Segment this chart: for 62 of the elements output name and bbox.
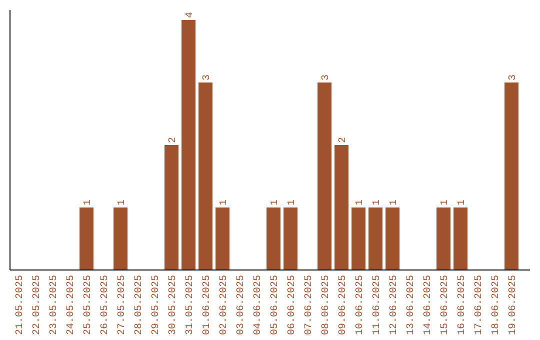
- data-label: 1: [287, 199, 298, 206]
- x-tick-label: 18.06.2025: [491, 275, 502, 336]
- data-label: 3: [321, 74, 332, 80]
- x-tick-label: 11.06.2025: [372, 275, 383, 336]
- data-label: 2: [338, 136, 349, 143]
- x-tick-label: 17.06.2025: [474, 275, 485, 336]
- bar: [352, 208, 366, 270]
- bar: [266, 208, 280, 270]
- bar: [334, 145, 348, 270]
- x-tick-label: 30.05.2025: [168, 275, 179, 336]
- data-label: 1: [117, 199, 128, 206]
- x-tick-label: 10.06.2025: [355, 275, 366, 336]
- x-tick-label: 14.06.2025: [423, 275, 434, 336]
- data-label: 1: [270, 199, 281, 206]
- data-label: 3: [202, 74, 213, 80]
- x-tick-label: 22.05.2025: [32, 275, 43, 336]
- data-label: 3: [508, 74, 519, 80]
- bar: [318, 82, 332, 270]
- x-tick-label: 01.06.2025: [202, 275, 213, 336]
- x-tick-label: 31.05.2025: [185, 275, 196, 336]
- bar: [386, 208, 400, 270]
- x-tick-label: 05.06.2025: [270, 275, 281, 336]
- data-label: 1: [355, 199, 366, 206]
- data-label: 1: [372, 199, 383, 206]
- x-tick-label: 19.06.2025: [508, 275, 519, 336]
- x-tick-label: 13.06.2025: [406, 275, 417, 336]
- bar: [182, 20, 196, 270]
- x-tick-label: 28.05.2025: [134, 275, 145, 336]
- bar: [454, 208, 468, 270]
- x-tick-label: 29.05.2025: [151, 275, 162, 336]
- x-tick-label: 24.05.2025: [66, 275, 77, 336]
- data-label: 1: [457, 199, 468, 206]
- x-tick-label: 03.06.2025: [236, 275, 247, 336]
- data-label: 2: [168, 136, 179, 143]
- data-label: 1: [440, 199, 451, 206]
- x-tick-label: 15.06.2025: [440, 275, 451, 336]
- x-tick-label: 25.05.2025: [83, 275, 94, 336]
- data-label: 1: [389, 199, 400, 206]
- x-tick-label: 21.05.2025: [15, 275, 26, 336]
- bar: [368, 208, 382, 270]
- data-label: 1: [83, 199, 94, 206]
- x-tick-label: 08.06.2025: [321, 275, 332, 336]
- bar: [216, 208, 230, 270]
- bar: [284, 208, 298, 270]
- bar: [80, 208, 94, 270]
- bar: [504, 82, 518, 270]
- bar: [436, 208, 450, 270]
- x-tick-label: 27.05.2025: [117, 275, 128, 336]
- x-tick-label: 23.05.2025: [49, 275, 60, 336]
- x-tick-label: 02.06.2025: [219, 275, 230, 336]
- x-tick-label: 09.06.2025: [338, 275, 349, 336]
- x-tick-label: 12.06.2025: [389, 275, 400, 336]
- x-tick-label: 26.05.2025: [100, 275, 111, 336]
- x-tick-label: 16.06.2025: [457, 275, 468, 336]
- x-tick-label: 04.06.2025: [253, 275, 264, 336]
- x-tick-label: 07.06.2025: [304, 275, 315, 336]
- x-tick-label: 06.06.2025: [287, 275, 298, 336]
- data-label: 1: [219, 199, 230, 206]
- bar: [114, 208, 128, 270]
- data-label: 4: [185, 12, 196, 18]
- bar: [164, 145, 178, 270]
- bar: [198, 82, 212, 270]
